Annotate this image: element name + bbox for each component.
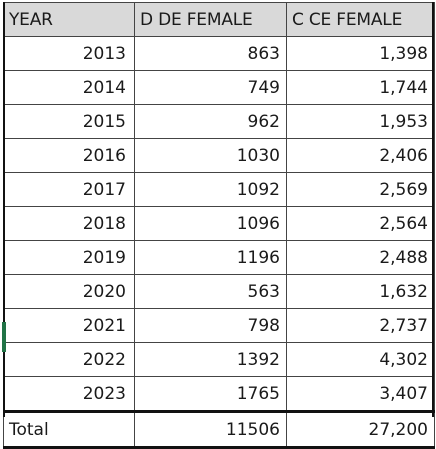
d-de-female-cell[interactable]: 749 bbox=[134, 70, 287, 105]
c-ce-female-cell[interactable]: 1,398 bbox=[286, 36, 435, 71]
table-row: 2020 563 1,632 bbox=[3, 274, 435, 309]
table-row: 2013 863 1,398 bbox=[3, 36, 435, 71]
header-d-de-female[interactable]: D DE FEMALE bbox=[134, 2, 287, 37]
d-de-female-cell[interactable]: 1030 bbox=[134, 138, 287, 173]
total-row: Total 11506 27,200 bbox=[3, 410, 435, 449]
year-cell[interactable]: 2018 bbox=[3, 206, 135, 241]
c-ce-female-cell[interactable]: 1,953 bbox=[286, 104, 435, 139]
year-cell[interactable]: 2023 bbox=[3, 376, 135, 412]
d-de-female-cell[interactable]: 1392 bbox=[134, 342, 287, 377]
d-de-female-cell[interactable]: 962 bbox=[134, 104, 287, 139]
total-label[interactable]: Total bbox=[3, 410, 135, 449]
table-row: 2014 749 1,744 bbox=[3, 70, 435, 105]
table-row: 2019 1196 2,488 bbox=[3, 240, 435, 275]
total-d-de-female[interactable]: 11506 bbox=[134, 410, 287, 449]
d-de-female-cell[interactable]: 563 bbox=[134, 274, 287, 309]
year-cell[interactable]: 2022 bbox=[3, 342, 135, 377]
year-cell[interactable]: 2017 bbox=[3, 172, 135, 207]
data-table: YEAR D DE FEMALE C CE FEMALE 2013 863 1,… bbox=[3, 2, 435, 449]
d-de-female-cell[interactable]: 1765 bbox=[134, 376, 287, 412]
c-ce-female-cell[interactable]: 1,744 bbox=[286, 70, 435, 105]
c-ce-female-cell[interactable]: 2,564 bbox=[286, 206, 435, 241]
year-cell[interactable]: 2019 bbox=[3, 240, 135, 275]
total-c-ce-female[interactable]: 27,200 bbox=[286, 410, 435, 449]
c-ce-female-cell[interactable]: 4,302 bbox=[286, 342, 435, 377]
c-ce-female-cell[interactable]: 2,488 bbox=[286, 240, 435, 275]
year-cell[interactable]: 2020 bbox=[3, 274, 135, 309]
table-row: 2018 1096 2,564 bbox=[3, 206, 435, 241]
table-row: 2021 798 2,737 bbox=[3, 308, 435, 343]
table-row: 2015 962 1,953 bbox=[3, 104, 435, 139]
d-de-female-cell[interactable]: 798 bbox=[134, 308, 287, 343]
year-cell[interactable]: 2016 bbox=[3, 138, 135, 173]
d-de-female-cell[interactable]: 1092 bbox=[134, 172, 287, 207]
year-cell[interactable]: 2021 bbox=[3, 308, 135, 343]
year-cell[interactable]: 2013 bbox=[3, 36, 135, 71]
c-ce-female-cell[interactable]: 2,569 bbox=[286, 172, 435, 207]
table-left-border bbox=[3, 2, 5, 417]
c-ce-female-cell[interactable]: 2,737 bbox=[286, 308, 435, 343]
table-right-border bbox=[432, 2, 434, 417]
header-year[interactable]: YEAR bbox=[3, 2, 135, 37]
d-de-female-cell[interactable]: 863 bbox=[134, 36, 287, 71]
year-cell[interactable]: 2015 bbox=[3, 104, 135, 139]
c-ce-female-cell[interactable]: 2,406 bbox=[286, 138, 435, 173]
c-ce-female-cell[interactable]: 3,407 bbox=[286, 376, 435, 412]
header-c-ce-female[interactable]: C CE FEMALE bbox=[286, 2, 435, 37]
table-row: 2023 1765 3,407 bbox=[3, 376, 435, 412]
d-de-female-cell[interactable]: 1096 bbox=[134, 206, 287, 241]
table-row: 2017 1092 2,569 bbox=[3, 172, 435, 207]
table-row: 2016 1030 2,406 bbox=[3, 138, 435, 173]
row-selection-marker bbox=[2, 322, 6, 352]
year-cell[interactable]: 2014 bbox=[3, 70, 135, 105]
d-de-female-cell[interactable]: 1196 bbox=[134, 240, 287, 275]
c-ce-female-cell[interactable]: 1,632 bbox=[286, 274, 435, 309]
table-row: 2022 1392 4,302 bbox=[3, 342, 435, 377]
header-row: YEAR D DE FEMALE C CE FEMALE bbox=[3, 2, 435, 37]
